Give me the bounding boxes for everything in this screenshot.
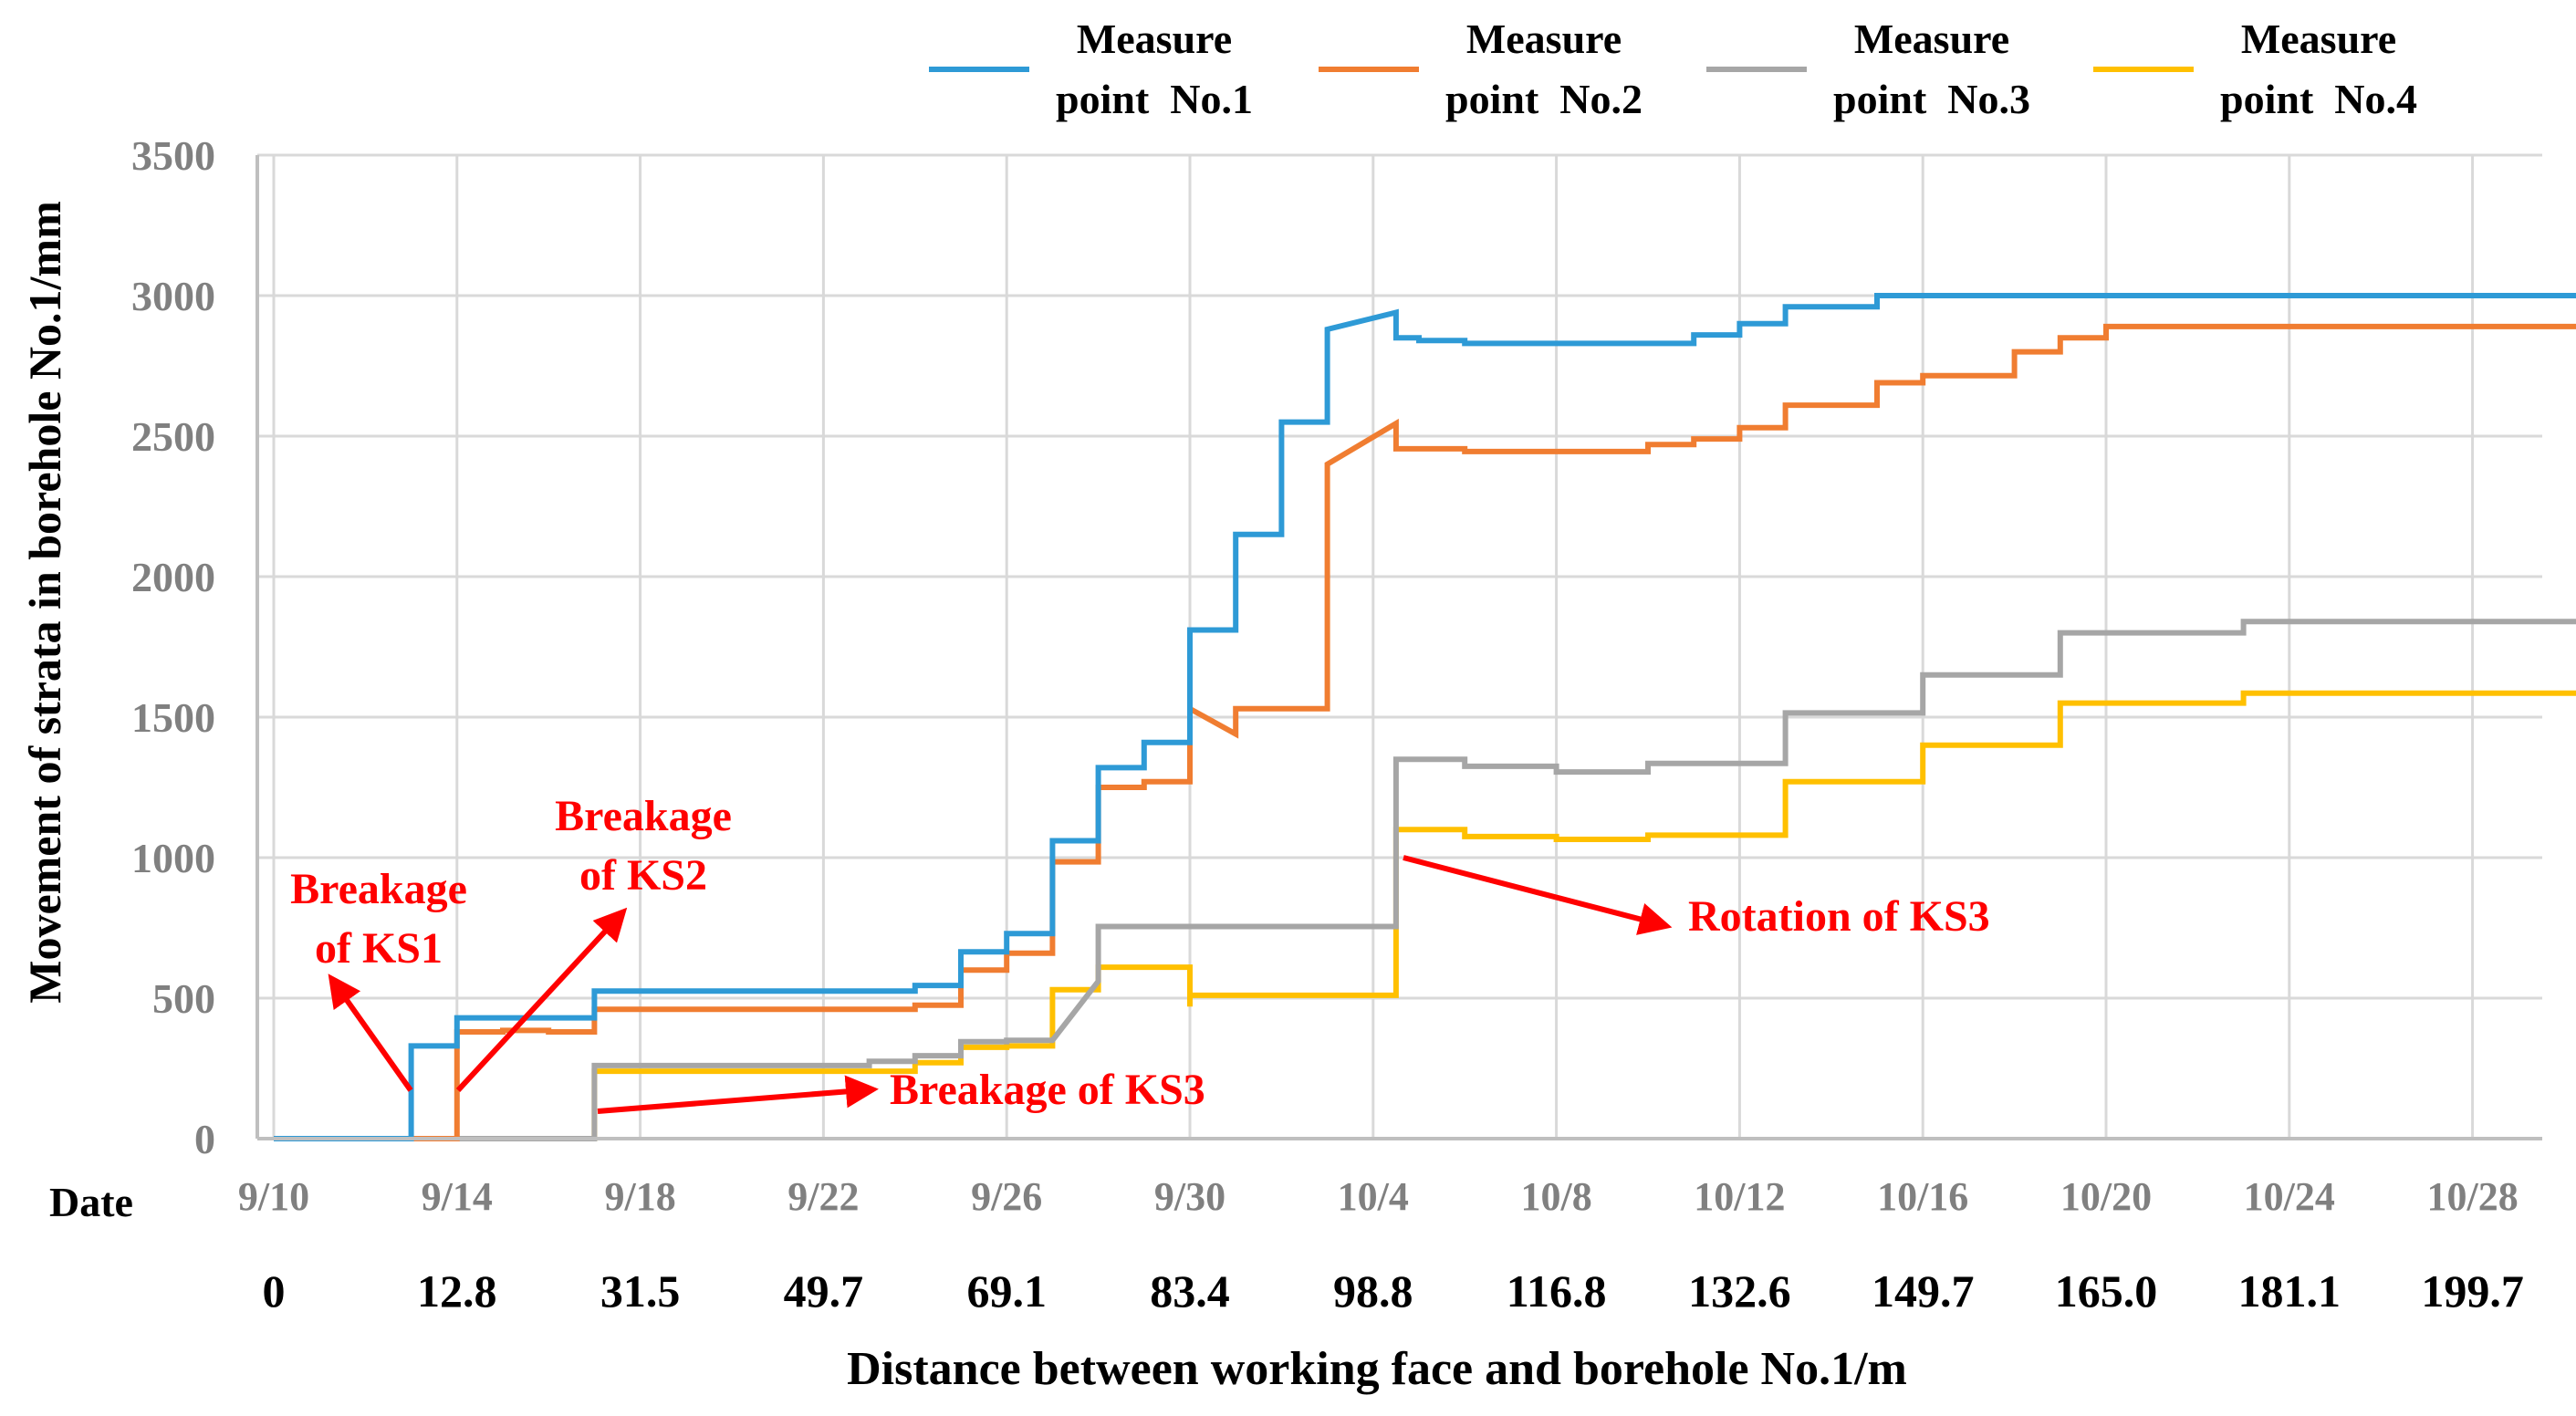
legend-label: Measure	[1077, 16, 1232, 62]
distance-tick-label: 12.8	[417, 1265, 497, 1317]
series-line-2	[274, 323, 2576, 1141]
legend-label: point No.3	[1833, 76, 2030, 122]
distance-tick-label: 116.8	[1507, 1265, 1607, 1317]
y-tick-label: 1000	[131, 835, 215, 881]
arrow-ks3-rotation	[1403, 855, 1673, 935]
annotation-label: of KS1	[315, 924, 443, 973]
date-tick-label: 10/20	[2060, 1174, 2152, 1219]
legend-label: point No.1	[1056, 76, 1253, 122]
date-tick-label: 10/28	[2426, 1174, 2518, 1219]
distance-tick-label: 132.6	[1688, 1265, 1791, 1317]
date-tick-label: 9/14	[422, 1174, 493, 1219]
series-line-1	[274, 293, 2576, 1141]
distance-tick-label: 69.1	[966, 1265, 1047, 1317]
y-tick-label: 2000	[131, 554, 215, 600]
y-tick-label: 3500	[131, 132, 215, 179]
date-tick-label: 9/30	[1154, 1174, 1225, 1219]
date-tick-label: 9/22	[787, 1174, 859, 1219]
series-layer	[274, 293, 2576, 1141]
annotation-label: Breakage of KS3	[890, 1066, 1205, 1114]
annotations: Breakage of KS1 Breakage of KS2 Breakage of …	[290, 792, 1990, 1114]
y-tick-label: 3000	[131, 273, 215, 319]
annotation-label: Breakage	[555, 792, 732, 840]
arrow-ks1	[328, 974, 413, 1092]
annotation-label: Rotation of KS3	[1688, 892, 1990, 941]
series-line-3	[274, 619, 2576, 1141]
arrow-ks3-breakage	[597, 1075, 879, 1114]
distance-tick-label: 0	[263, 1265, 286, 1317]
distance-tick-label: 199.7	[2421, 1265, 2524, 1317]
date-tick-label: 10/24	[2244, 1174, 2335, 1219]
distance-tick-label: 149.7	[1872, 1265, 1975, 1317]
distance-tick-label: 165.0	[2055, 1265, 2158, 1317]
distance-tick-label: 49.7	[784, 1265, 864, 1317]
x-axis-title: Distance between working face and boreho…	[847, 1343, 1907, 1395]
date-tick-label: 10/12	[1694, 1174, 1785, 1219]
legend-label: point No.2	[1445, 76, 1643, 122]
legend-label: Measure	[2241, 16, 2396, 62]
distance-tick-label: 181.1	[2238, 1265, 2341, 1317]
y-tick-label: 500	[152, 975, 215, 1022]
arrow-ks2	[455, 907, 628, 1093]
date-row-label: Date	[49, 1179, 133, 1225]
date-tick-label: 9/10	[238, 1174, 309, 1219]
date-tick-label: 10/8	[1520, 1174, 1591, 1219]
y-tick-label: 1500	[131, 694, 215, 741]
distance-tick-label: 98.8	[1333, 1265, 1413, 1317]
annotation-label: of KS2	[579, 851, 707, 900]
axes	[256, 155, 2542, 1140]
date-tick-label: 10/16	[1877, 1174, 1968, 1219]
y-tick-label: 0	[194, 1116, 215, 1162]
legend-label: point No.4	[2220, 76, 2417, 122]
legend: Measure point No.1 Measure point No.2 Measur…	[929, 16, 2417, 122]
date-tick-label: 9/18	[604, 1174, 675, 1219]
distance-tick-label: 83.4	[1150, 1265, 1230, 1317]
date-tick-label: 10/4	[1338, 1174, 1409, 1219]
legend-label: Measure	[1466, 16, 1622, 62]
distance-tick-label: 31.5	[600, 1265, 681, 1317]
legend-label: Measure	[1854, 16, 2009, 62]
date-tick-label: 9/26	[971, 1174, 1042, 1219]
tick-labels: 0 500 1000 1500 2000 2500 3000 3500 9/10 9/14 9/18…	[131, 132, 2524, 1317]
annotation-label: Breakage	[290, 865, 467, 913]
y-axis-title: Movement of strata in borehole No.1/mm	[19, 201, 70, 1003]
y-tick-label: 2500	[131, 413, 215, 460]
